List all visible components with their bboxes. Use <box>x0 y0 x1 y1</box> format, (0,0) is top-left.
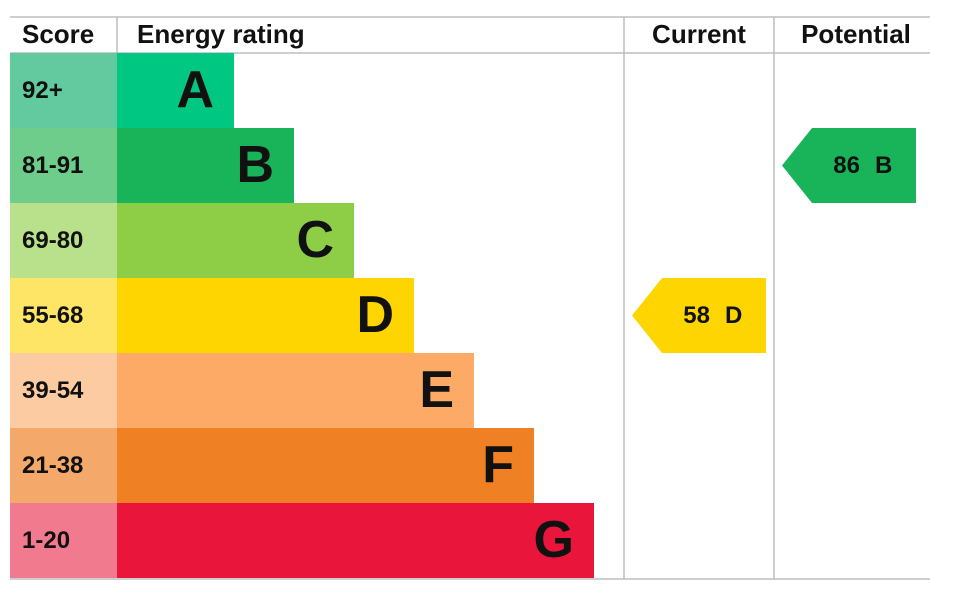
rating-bar <box>117 53 234 128</box>
score-range: 39-54 <box>22 377 84 404</box>
potential-arrow <box>782 128 916 203</box>
score-range: 92+ <box>22 77 63 104</box>
header-current: Current <box>652 19 746 49</box>
header-score: Score <box>22 19 94 49</box>
rating-bar <box>117 278 414 353</box>
header-potential: Potential <box>801 19 911 49</box>
rating-bar <box>117 203 354 278</box>
score-cell <box>10 203 117 278</box>
score-range: 55-68 <box>22 302 83 329</box>
rating-bar <box>117 128 294 203</box>
current-letter: D <box>725 302 742 329</box>
score-range: 1-20 <box>22 527 70 554</box>
score-range: 69-80 <box>22 227 83 254</box>
score-cell <box>10 353 117 428</box>
header-rating: Energy rating <box>137 19 305 49</box>
rating-bar <box>117 428 534 503</box>
current-arrow <box>632 278 766 353</box>
rating-letter: E <box>419 361 454 419</box>
potential-score: 86 <box>833 152 860 179</box>
rating-bar <box>117 353 474 428</box>
potential-letter: B <box>875 152 892 179</box>
rating-letter: B <box>236 136 274 194</box>
rating-letter: C <box>296 211 334 269</box>
score-cell <box>10 128 117 203</box>
rating-letter: D <box>356 286 394 344</box>
score-cell <box>10 503 117 578</box>
rating-bar <box>117 503 594 578</box>
score-cell <box>10 428 117 503</box>
rating-letter: A <box>176 61 214 119</box>
rating-letter: F <box>482 436 514 494</box>
score-range: 21-38 <box>22 452 83 479</box>
rating-letter: G <box>534 511 574 569</box>
current-score: 58 <box>683 302 710 329</box>
score-cell <box>10 278 117 353</box>
score-cell <box>10 53 117 128</box>
score-range: 81-91 <box>22 152 83 179</box>
